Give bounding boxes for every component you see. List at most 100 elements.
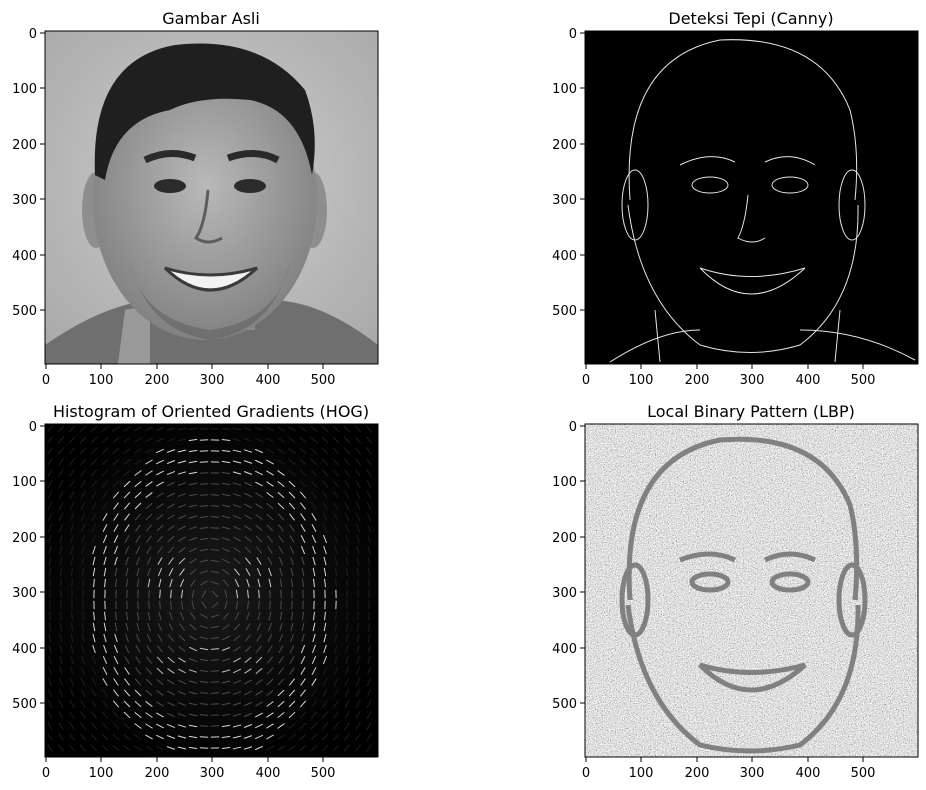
hog-glyph: [102, 502, 108, 510]
hog-glyph: [277, 448, 285, 454]
hog-glyph: [113, 545, 119, 555]
hog-glyph: [288, 745, 296, 751]
hog-glyph: [59, 633, 63, 643]
panel-canny-title: Deteksi Tepi (Canny): [668, 9, 833, 28]
hog-glyph: [277, 470, 285, 476]
hog-glyph: [301, 611, 305, 621]
hog-glyph: [256, 546, 262, 554]
hog-glyph: [311, 689, 317, 697]
hog-glyph: [58, 469, 64, 477]
hog-glyph: [233, 634, 241, 642]
hog-glyph: [356, 655, 360, 665]
hog-glyph: [267, 634, 273, 642]
hog-glyph: [311, 655, 317, 665]
hog-glyph: [188, 691, 198, 695]
hog-glyph: [157, 622, 163, 632]
hog-glyph: [59, 523, 63, 533]
hog-glyph: [134, 711, 142, 719]
hog-glyph: [232, 482, 242, 486]
hog-glyph: [323, 567, 327, 577]
hog-glyph: [91, 534, 97, 544]
hog-glyph: [60, 611, 62, 621]
hog-glyph: [58, 677, 64, 687]
hog-glyph: [266, 470, 274, 476]
hog-glyph: [188, 746, 198, 750]
hog-glyph: [322, 667, 328, 675]
hog-glyph: [233, 568, 241, 576]
hog-glyph: [333, 480, 339, 488]
hog-glyph: [221, 460, 231, 464]
hog-glyph: [321, 425, 329, 433]
hog-glyph: [322, 711, 328, 719]
hog-glyph: [125, 622, 129, 632]
hog-glyph: [288, 426, 296, 432]
hog-glyph: [103, 545, 107, 555]
hog-glyph: [312, 644, 316, 654]
hog-glyph: [180, 589, 184, 599]
x-tick-label: 400: [796, 373, 821, 388]
hog-glyph: [245, 568, 251, 576]
hog-glyph: [48, 633, 52, 643]
y-tick-label: 500: [12, 304, 37, 319]
y-tick-label: 500: [552, 697, 577, 712]
hog-glyph: [156, 481, 164, 487]
hog-glyph: [222, 624, 230, 630]
hog-glyph: [145, 712, 153, 718]
hog-glyph: [169, 578, 173, 588]
hog-glyph: [134, 513, 142, 521]
hog-glyph: [367, 523, 371, 533]
hog-glyph: [188, 482, 198, 486]
hog-glyph: [124, 678, 130, 686]
hog-glyph: [289, 667, 295, 675]
hog-glyph: [59, 556, 63, 566]
hog-glyph: [243, 438, 253, 442]
hog-glyph: [90, 447, 98, 455]
hog-glyph: [323, 556, 327, 566]
hog-glyph: [80, 502, 86, 510]
hog-glyph: [145, 678, 153, 686]
hog-glyph: [221, 482, 231, 486]
hog-glyph: [366, 501, 372, 511]
hog-glyph: [177, 503, 187, 509]
hog-glyph: [155, 437, 165, 443]
hog-glyph: [246, 611, 250, 621]
hog-glyph: [102, 700, 108, 708]
hog-glyph: [210, 670, 220, 672]
hog-glyph: [80, 523, 86, 533]
hog-glyph: [124, 644, 130, 654]
hog-glyph: [134, 480, 142, 488]
hog-glyph: [91, 678, 97, 686]
hog-glyph: [48, 655, 52, 665]
hog-glyph: [199, 505, 209, 507]
hog-glyph: [101, 733, 109, 741]
hog-glyph: [137, 600, 139, 610]
hog-glyph: [157, 645, 163, 653]
hog-glyph: [255, 492, 263, 498]
hog-glyph: [300, 524, 306, 532]
hog-glyph: [47, 480, 53, 488]
hog-glyph: [279, 622, 283, 632]
hog-glyph: [92, 633, 96, 643]
y-tick-label: 100: [12, 82, 37, 97]
hog-glyph: [344, 700, 350, 708]
hog-glyph: [102, 678, 108, 686]
hog-glyph: [266, 513, 274, 521]
hog-glyph: [368, 578, 370, 588]
hog-glyph: [288, 448, 296, 454]
hog-glyph: [169, 611, 173, 621]
hog-glyph: [277, 502, 285, 510]
hog-glyph: [113, 678, 119, 686]
hog-glyph: [48, 567, 52, 577]
hog-glyph: [47, 688, 53, 698]
hog-glyph: [367, 545, 371, 555]
hog-glyph: [300, 667, 306, 675]
hog-glyph: [59, 655, 63, 665]
y-tick-label: 200: [552, 138, 577, 153]
hog-glyph: [91, 666, 97, 676]
hog-glyph: [211, 590, 219, 598]
hog-glyph: [92, 567, 96, 577]
hog-glyph: [47, 447, 53, 455]
hog-glyph: [147, 578, 151, 588]
hog-glyph: [255, 503, 263, 509]
